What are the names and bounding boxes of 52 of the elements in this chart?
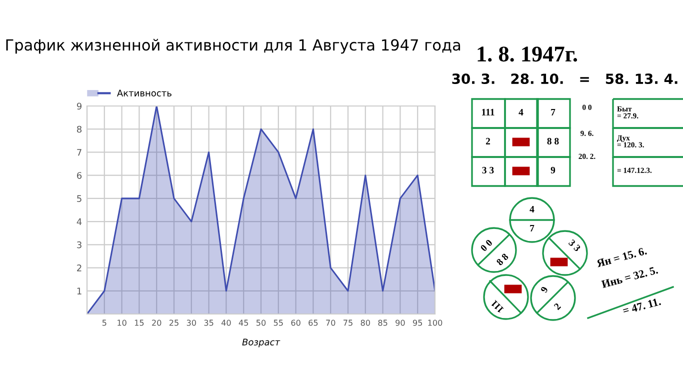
x-tick-label: 100 bbox=[428, 320, 442, 326]
x-tick-label: 95 bbox=[412, 320, 422, 326]
text: 3 3 bbox=[482, 166, 494, 174]
y-tick-label: 9 bbox=[76, 102, 82, 110]
x-tick-label: 35 bbox=[204, 320, 214, 326]
x-tick-label: 10 bbox=[118, 320, 126, 326]
text: 9 bbox=[540, 286, 548, 294]
text: 30. 3. 28. 10. = 58. 13. 4. bbox=[452, 74, 678, 84]
x-tick-label: 60 bbox=[291, 320, 300, 326]
legend-label: Активность bbox=[116, 90, 172, 96]
x-tick-label: 5 bbox=[102, 320, 106, 326]
y-tick-label: 1 bbox=[77, 288, 82, 294]
text: 8 8 bbox=[496, 253, 509, 266]
x-tick-label: 30 bbox=[186, 320, 196, 326]
y-tick-label: 4 bbox=[76, 218, 82, 225]
y-tick-label: 7 bbox=[77, 149, 82, 156]
text: Ян = 15. 6. bbox=[596, 246, 648, 268]
text: 3 3 bbox=[568, 239, 581, 252]
x-tick-label: 65 bbox=[308, 320, 318, 326]
y-tick-label: 8 bbox=[77, 126, 82, 133]
text: 2 bbox=[486, 138, 490, 144]
x-tick-label: 20 bbox=[152, 320, 162, 326]
text: 8 8 bbox=[547, 138, 559, 144]
y-tick-label: 6 bbox=[77, 172, 82, 179]
text: 111 bbox=[482, 108, 494, 116]
x-tick-label: 75 bbox=[344, 320, 352, 326]
x-tick-label: 55 bbox=[274, 320, 283, 326]
text: = 47. 11. bbox=[622, 298, 662, 315]
x-tick-label: 50 bbox=[256, 320, 266, 326]
x-tick-label: 85 bbox=[378, 320, 388, 326]
x-tick-label: 40 bbox=[221, 320, 231, 326]
x-tick-label: 15 bbox=[134, 320, 144, 326]
x-tick-label: 25 bbox=[169, 320, 178, 326]
y-tick-label: 3 bbox=[77, 241, 82, 248]
text: 111 bbox=[490, 300, 504, 314]
x-tick-label: 45 bbox=[238, 320, 248, 326]
x-tick-label: 80 bbox=[360, 320, 370, 326]
text: 7 bbox=[530, 224, 534, 232]
text: 4 bbox=[530, 206, 534, 212]
x-tick-label: 90 bbox=[396, 320, 405, 326]
text: 2 bbox=[554, 302, 562, 310]
x-tick-label: 70 bbox=[326, 320, 336, 326]
text: 1. 8. 1947г. bbox=[478, 46, 578, 62]
text: 4 bbox=[518, 108, 524, 116]
text: Инь = 32. 5. bbox=[601, 266, 658, 288]
text: 0 0 bbox=[480, 239, 493, 252]
chart-title: График жизненной активности для 1 Августа 1947 года bbox=[6, 38, 460, 54]
text: 7 bbox=[551, 108, 556, 116]
text: 9 bbox=[550, 166, 556, 174]
y-tick-label: 5 bbox=[77, 195, 82, 202]
y-tick-label: 2 bbox=[77, 264, 82, 272]
x-axis-title: Возраст bbox=[242, 338, 280, 348]
